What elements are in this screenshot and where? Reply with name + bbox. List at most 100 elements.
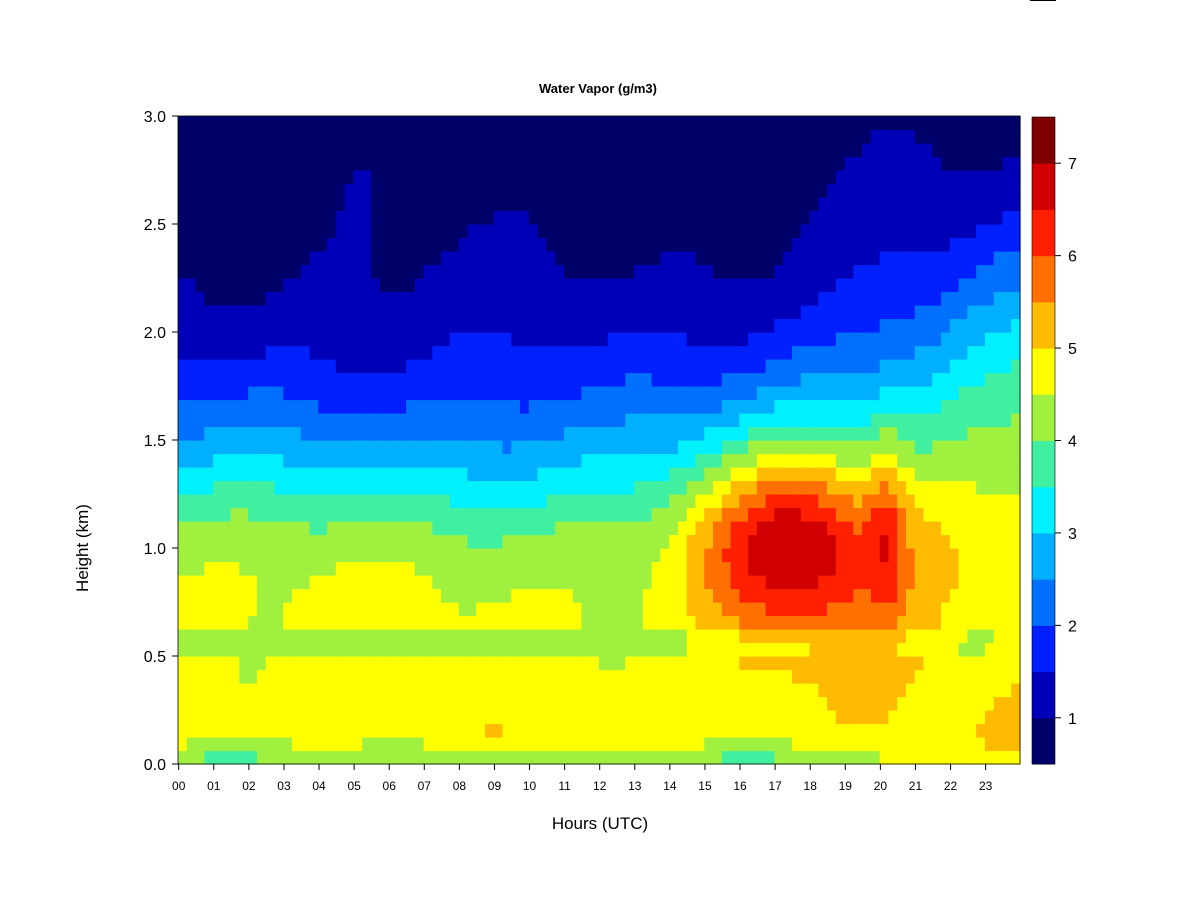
heatmap-cell — [818, 386, 828, 401]
heatmap-cell — [370, 399, 381, 414]
heatmap-cell — [625, 116, 635, 131]
heatmap-cell — [791, 197, 802, 212]
heatmap-cell — [634, 507, 644, 522]
heatmap-cell — [502, 602, 512, 617]
heatmap-cell — [914, 129, 925, 144]
heatmap-cell — [423, 561, 433, 576]
heatmap-cell — [932, 575, 942, 590]
heatmap-cell — [932, 629, 942, 644]
heatmap-cell — [213, 183, 223, 198]
heatmap-cell — [967, 453, 977, 468]
heatmap-cell — [379, 534, 390, 549]
heatmap-cell — [941, 642, 951, 657]
heatmap-cell — [537, 575, 547, 590]
heatmap-cell — [730, 440, 740, 455]
heatmap-cell — [634, 548, 644, 563]
heatmap-cell — [783, 683, 793, 698]
heatmap-cell — [370, 615, 381, 630]
heatmap-cell — [441, 548, 451, 563]
heatmap-cell — [879, 129, 890, 144]
heatmap-cell — [721, 710, 732, 725]
heatmap-cell — [362, 345, 372, 360]
heatmap-cell — [730, 723, 740, 738]
heatmap-cell — [476, 156, 486, 171]
heatmap-cell — [362, 656, 372, 671]
heatmap-cell — [835, 210, 846, 225]
heatmap-cell — [204, 278, 214, 293]
heatmap-cell — [949, 413, 960, 428]
heatmap-cell — [335, 426, 346, 441]
heatmap-cell — [423, 426, 433, 441]
heatmap-cell — [555, 291, 565, 306]
heatmap-cell — [292, 453, 302, 468]
heatmap-cell — [362, 683, 372, 698]
heatmap-cell — [283, 305, 293, 320]
heatmap-cell — [309, 737, 319, 752]
heatmap-cell — [862, 548, 872, 563]
heatmap-cell — [739, 210, 749, 225]
heatmap-cell — [599, 332, 609, 347]
heatmap-cell — [607, 683, 618, 698]
heatmap-cell — [335, 359, 346, 374]
heatmap-cell — [958, 440, 968, 455]
heatmap-cell — [686, 629, 697, 644]
heatmap-cell — [809, 615, 819, 630]
heatmap-cell — [327, 453, 337, 468]
heatmap-cell — [642, 156, 653, 171]
heatmap-cell — [353, 318, 363, 333]
heatmap-cell — [458, 210, 469, 225]
heatmap-cell — [195, 480, 205, 495]
heatmap-cell — [300, 359, 311, 374]
heatmap-cell — [660, 210, 670, 225]
heatmap-cell — [984, 237, 995, 252]
heatmap-cell — [230, 723, 240, 738]
heatmap-cell — [230, 426, 240, 441]
heatmap-cell — [791, 521, 802, 536]
heatmap-cell — [265, 278, 276, 293]
heatmap-cell — [213, 143, 223, 158]
heatmap-cell — [546, 386, 556, 401]
heatmap-cell — [178, 264, 188, 279]
heatmap-cell — [625, 264, 635, 279]
heatmap-cell — [783, 372, 793, 387]
heatmap-cell — [484, 426, 495, 441]
heatmap-cell — [265, 507, 276, 522]
heatmap-cell — [844, 615, 854, 630]
heatmap-cell — [599, 183, 609, 198]
heatmap-cell — [581, 588, 591, 603]
heatmap-cell — [318, 521, 328, 536]
heatmap-cell — [362, 548, 372, 563]
heatmap-cell — [379, 264, 390, 279]
heatmap-cell — [827, 737, 837, 752]
heatmap-cell — [476, 372, 486, 387]
heatmap-cell — [353, 129, 363, 144]
heatmap-cell — [879, 534, 890, 549]
heatmap-cell — [309, 237, 319, 252]
x-tick-label: 23 — [979, 779, 993, 793]
heatmap-cell — [458, 399, 469, 414]
heatmap-cell — [721, 264, 732, 279]
heatmap-cell — [879, 561, 890, 576]
x-tick-label: 06 — [383, 779, 397, 793]
heatmap-cell — [476, 264, 486, 279]
heatmap-cell — [660, 116, 670, 131]
heatmap-cell — [537, 534, 547, 549]
heatmap-cell — [195, 548, 205, 563]
heatmap-cell — [765, 683, 776, 698]
heatmap-cell — [695, 588, 705, 603]
heatmap-cell — [449, 413, 460, 428]
heatmap-cell — [476, 129, 486, 144]
heatmap-cell — [178, 345, 188, 360]
heatmap-cell — [511, 197, 521, 212]
heatmap-cell — [599, 575, 609, 590]
heatmap-cell — [406, 116, 416, 131]
heatmap-cell — [870, 129, 881, 144]
heatmap-cell — [791, 642, 802, 657]
heatmap-cell — [555, 548, 565, 563]
heatmap-cell — [713, 413, 723, 428]
heatmap-cell — [862, 170, 872, 185]
heatmap-cell — [721, 453, 732, 468]
heatmap-cell — [923, 629, 933, 644]
heatmap-cell — [669, 197, 679, 212]
heatmap-cell — [344, 318, 355, 333]
